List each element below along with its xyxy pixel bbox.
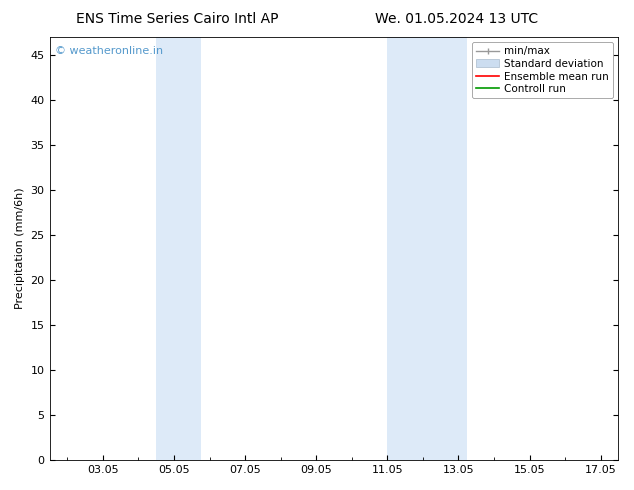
Y-axis label: Precipitation (mm/6h): Precipitation (mm/6h) bbox=[15, 188, 25, 309]
Text: © weatheronline.in: © weatheronline.in bbox=[55, 46, 164, 55]
Bar bbox=[387, 37, 467, 460]
Bar bbox=[156, 37, 201, 460]
Legend: min/max, Standard deviation, Ensemble mean run, Controll run: min/max, Standard deviation, Ensemble me… bbox=[472, 42, 613, 98]
Text: We. 01.05.2024 13 UTC: We. 01.05.2024 13 UTC bbox=[375, 12, 538, 26]
Text: ENS Time Series Cairo Intl AP: ENS Time Series Cairo Intl AP bbox=[76, 12, 279, 26]
